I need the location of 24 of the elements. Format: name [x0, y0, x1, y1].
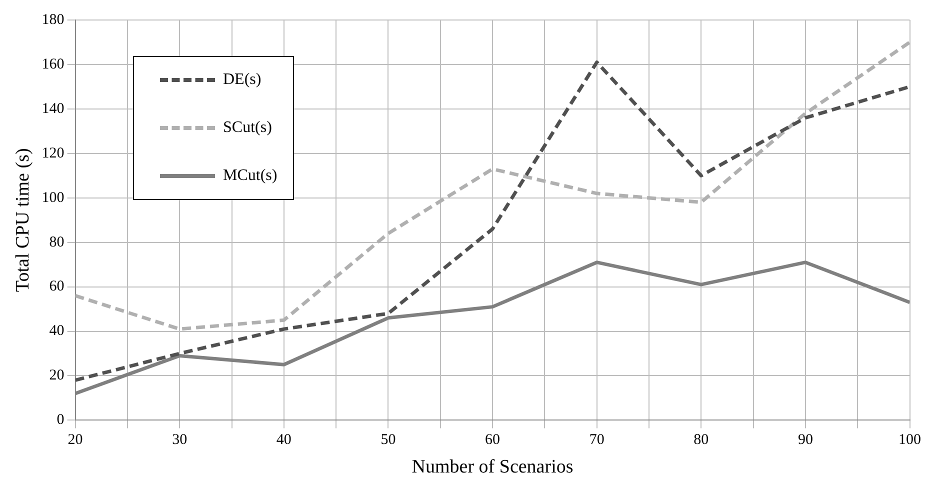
y-tick-label: 0: [56, 412, 64, 428]
x-tick-label: 40: [276, 432, 292, 448]
y-axis-title: Total CPU time (s): [12, 148, 34, 292]
x-tick-label: 20: [68, 432, 83, 448]
x-tick-label: 90: [798, 432, 813, 448]
y-tick-label: 40: [49, 323, 64, 340]
y-tick-label: 80: [49, 234, 64, 250]
legend-label: SCut(s): [223, 119, 272, 137]
y-tick-label: 100: [42, 190, 64, 206]
x-tick-label: 100: [898, 432, 921, 448]
y-tick-label: 160: [42, 56, 64, 72]
y-tick-label: 120: [42, 145, 64, 162]
x-tick-label: 30: [172, 432, 188, 448]
x-tick-label: 50: [380, 432, 396, 448]
x-tick-label: 70: [589, 432, 604, 448]
y-tick-label: 60: [49, 278, 64, 295]
y-tick-label: 140: [42, 100, 64, 117]
legend-label: MCut(s): [223, 167, 278, 185]
x-axis-title: Number of Scenarios: [412, 456, 574, 478]
legend-label: DE(s): [223, 71, 262, 89]
x-tick-label: 80: [694, 432, 709, 448]
y-tick-label: 180: [42, 12, 64, 28]
y-tick-label: 20: [49, 368, 64, 384]
x-tick-label: 60: [485, 432, 500, 448]
